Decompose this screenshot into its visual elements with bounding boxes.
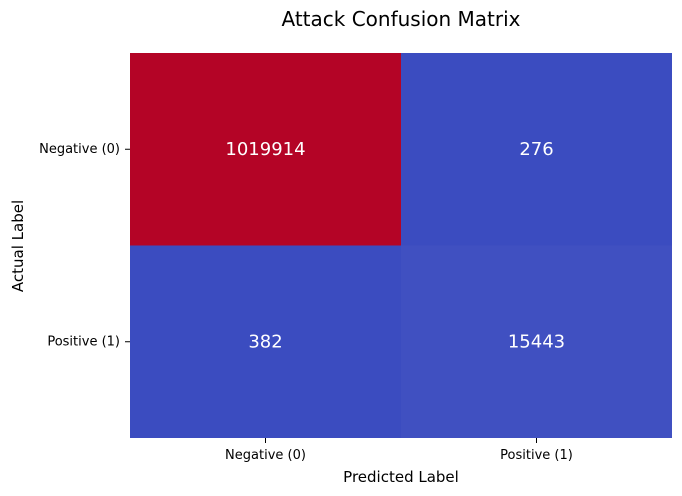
cell-value-labels: 1019914 276 382 15443 [225, 139, 565, 353]
y-axis-ticks: Negative (0) Positive (1) [39, 142, 130, 349]
heatmap-cell-r1-c0 [130, 245, 401, 438]
cell-value-label-r1-c1: 15443 [508, 331, 565, 352]
x-tick-label-0: Negative (0) [225, 448, 306, 463]
chart-title: Attack Confusion Matrix [281, 7, 520, 31]
cell-value-label-r1-c0: 382 [248, 331, 282, 352]
cell-value-label-r0-c0: 1019914 [225, 139, 305, 160]
heatmap-cell-r1-c1 [401, 245, 672, 438]
heatmap-cell-r0-c0 [130, 53, 401, 246]
heatmap-cell-r0-c1 [401, 53, 672, 246]
y-tick-label-1: Positive (1) [47, 334, 120, 349]
y-tick-label-0: Negative (0) [39, 142, 120, 157]
cell-value-label-r0-c1: 276 [519, 139, 553, 160]
x-tick-label-1: Positive (1) [500, 448, 573, 463]
y-axis-label: Actual Label [9, 200, 27, 292]
x-axis-label: Predicted Label [343, 468, 459, 486]
heatmap-cells [130, 53, 672, 438]
x-axis-ticks: Negative (0) Positive (1) [225, 438, 573, 463]
